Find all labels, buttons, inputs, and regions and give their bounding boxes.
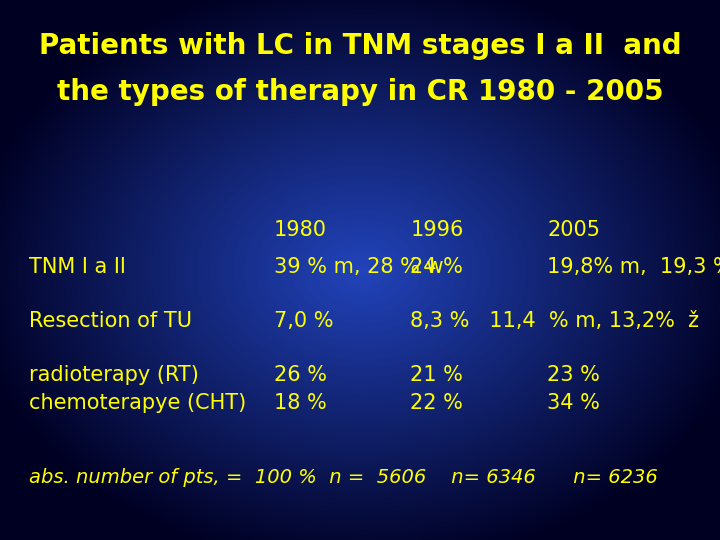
Text: the types of therapy in CR 1980 - 2005: the types of therapy in CR 1980 - 2005 xyxy=(57,78,663,106)
Text: 18 %: 18 % xyxy=(274,393,326,414)
Text: 26 %: 26 % xyxy=(274,365,327,386)
Text: 1996: 1996 xyxy=(410,219,464,240)
Text: 24 %: 24 % xyxy=(410,257,463,278)
Text: TNM I a II: TNM I a II xyxy=(29,257,126,278)
Text: Resection of TU: Resection of TU xyxy=(29,311,192,332)
Text: 34 %: 34 % xyxy=(547,393,600,414)
Text: 1980: 1980 xyxy=(274,219,327,240)
Text: 21 %: 21 % xyxy=(410,365,463,386)
Text: radioterapy (RT): radioterapy (RT) xyxy=(29,365,199,386)
Text: 23 %: 23 % xyxy=(547,365,600,386)
Text: 39 % m, 28 % w: 39 % m, 28 % w xyxy=(274,257,444,278)
Text: 7,0 %: 7,0 % xyxy=(274,311,333,332)
Text: 19,8% m,  19,3 % w: 19,8% m, 19,3 % w xyxy=(547,257,720,278)
Text: abs. number of pts, =  100 %  n =  5606    n= 6346      n= 6236: abs. number of pts, = 100 % n = 5606 n= … xyxy=(29,468,657,488)
Text: 2005: 2005 xyxy=(547,219,600,240)
Text: 8,3 %   11,4  % m, 13,2%  ž: 8,3 % 11,4 % m, 13,2% ž xyxy=(410,311,699,332)
Text: Patients with LC in TNM stages I a II  and: Patients with LC in TNM stages I a II an… xyxy=(39,32,681,60)
Text: 22 %: 22 % xyxy=(410,393,463,414)
Text: chemoterapye (CHT): chemoterapye (CHT) xyxy=(29,393,246,414)
